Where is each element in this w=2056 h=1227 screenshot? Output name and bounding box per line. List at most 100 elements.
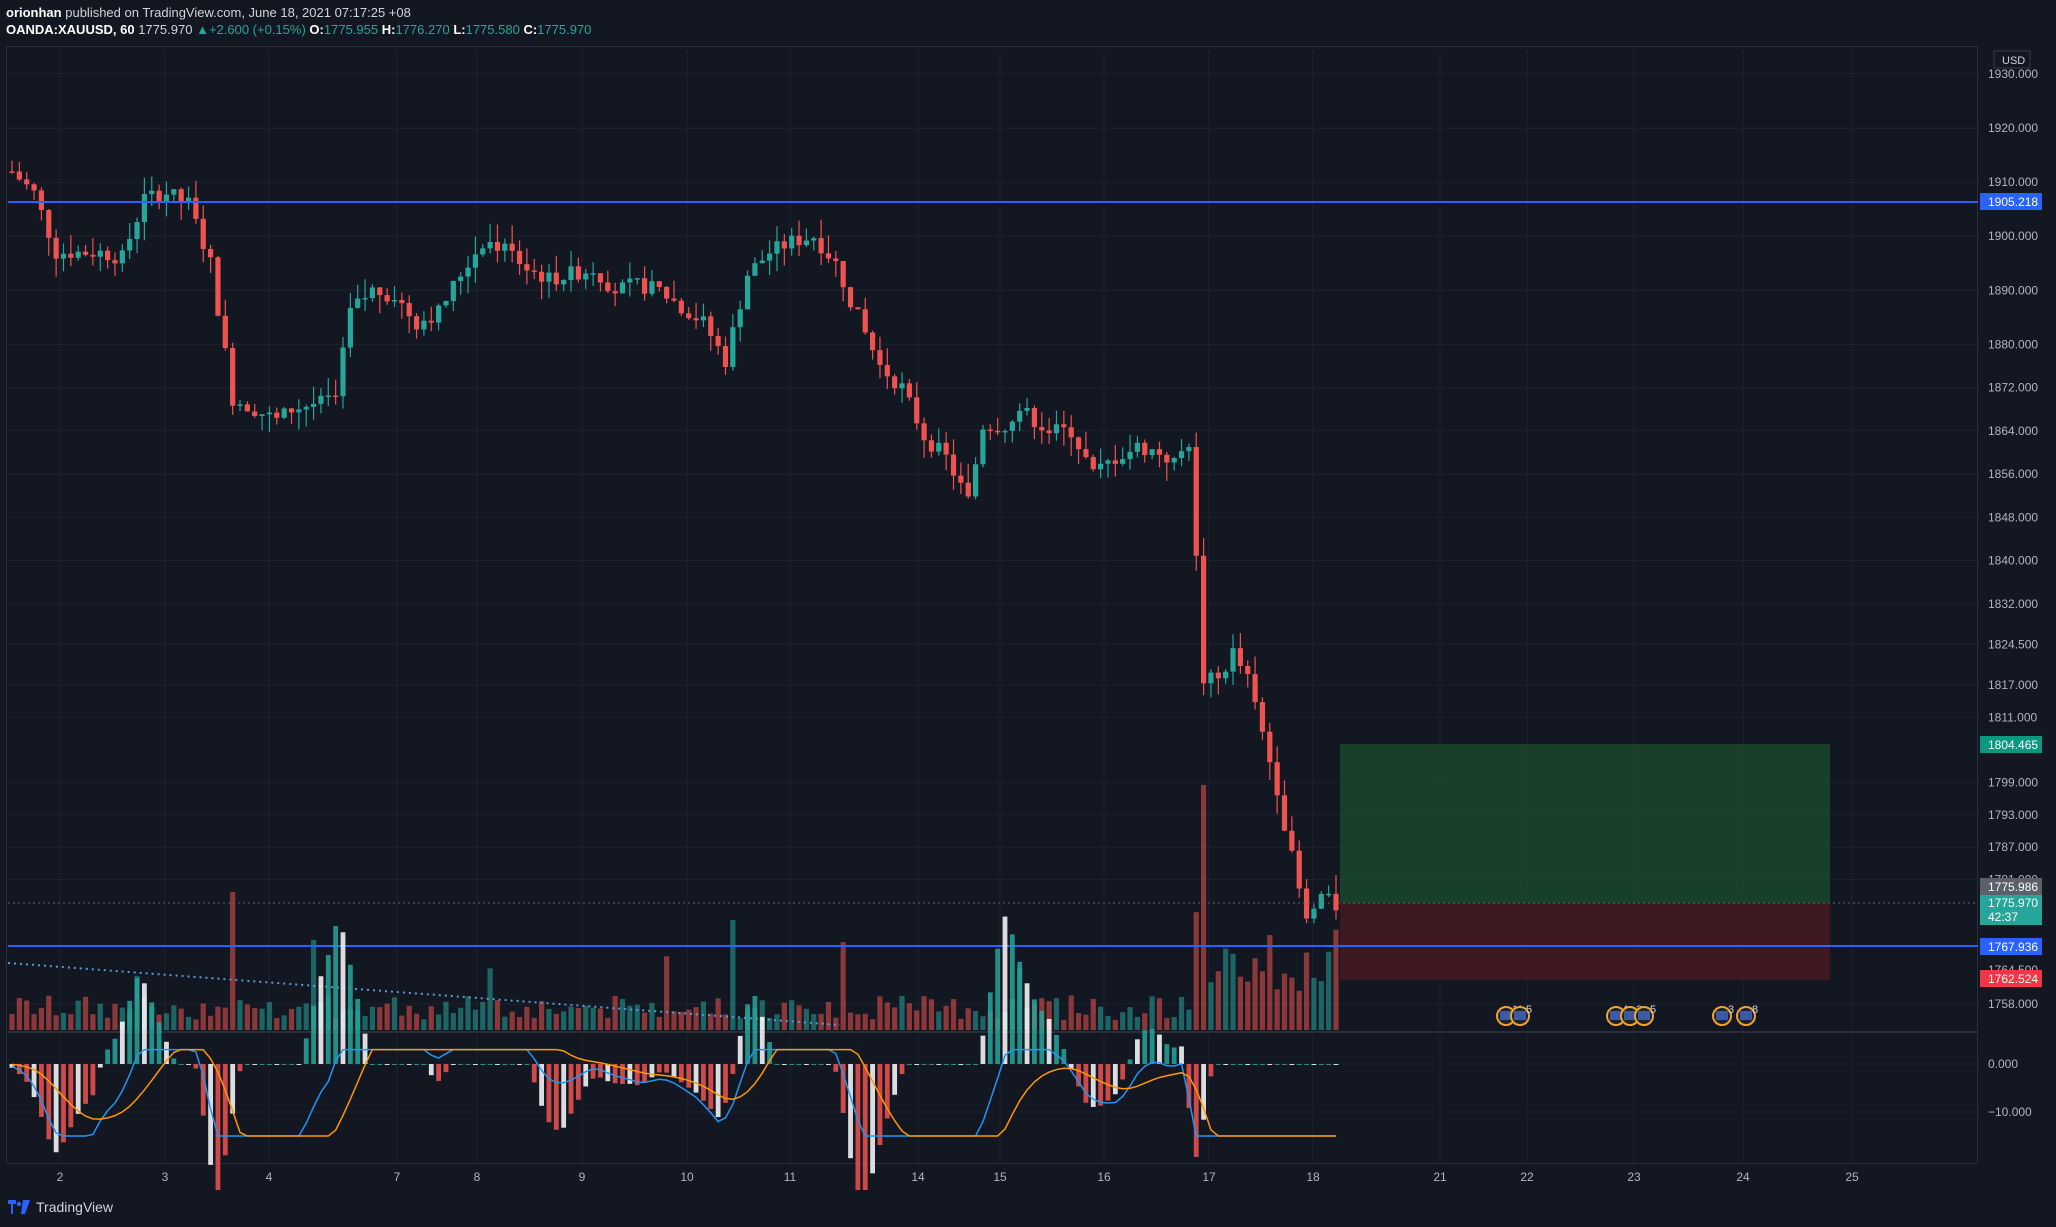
candle-body xyxy=(803,240,809,246)
profit-target-zone[interactable] xyxy=(1340,744,1830,903)
volume-bar xyxy=(774,1014,780,1030)
time-axis[interactable]: 2 3 4 7 8 9 10 11 14 15 16 17 18 21 22 23 24 25 xyxy=(57,1170,1859,1184)
open-label: O: xyxy=(309,22,324,37)
candle-body xyxy=(855,307,861,310)
macd-histogram-bar xyxy=(1267,1064,1273,1065)
volume-trend-line[interactable] xyxy=(7,962,841,1026)
volume-bar xyxy=(1171,1017,1177,1030)
macd-histogram-bar xyxy=(502,1064,508,1065)
volume-bar xyxy=(914,1010,920,1030)
candle-body xyxy=(524,264,530,271)
price-tick-label: 1900.000 xyxy=(1988,229,2038,243)
tradingview-logo[interactable]: TradingView xyxy=(8,1199,113,1215)
volume-bar xyxy=(119,1007,125,1030)
volume-bar xyxy=(60,1012,67,1030)
volume-bar xyxy=(619,998,626,1030)
volume-bar xyxy=(1142,1013,1148,1030)
candle-body xyxy=(288,408,295,413)
macd-histogram-bar xyxy=(1201,1064,1206,1120)
macd-tick-label: 0.000 xyxy=(1988,1057,2018,1071)
candle-body xyxy=(987,429,993,431)
volume-bar xyxy=(391,997,398,1030)
candle-body xyxy=(178,189,184,202)
candle-body xyxy=(1142,442,1148,456)
signal-line[interactable] xyxy=(11,1048,1336,1137)
economic-events[interactable]: 11543538 xyxy=(1496,1004,1758,1026)
volume-bar xyxy=(884,1002,890,1030)
volume-bar xyxy=(1156,998,1163,1030)
volume-bar xyxy=(811,1014,817,1030)
candle-body xyxy=(568,266,574,281)
volume-bar xyxy=(568,1006,574,1030)
macd-histogram-bar xyxy=(259,1064,265,1065)
volume-bar xyxy=(1061,1019,1067,1030)
candle-body xyxy=(840,261,846,288)
macd-histogram-bar xyxy=(1009,934,1015,1064)
volume-bar xyxy=(575,1007,581,1030)
volume-bar xyxy=(1098,1006,1104,1030)
macd-histogram-bar xyxy=(730,1064,736,1074)
volume-bar xyxy=(1046,1001,1052,1030)
macd-histogram-bar xyxy=(39,1064,44,1117)
candle-body xyxy=(1281,795,1288,831)
macd-histogram-bar xyxy=(1318,1064,1324,1065)
candle-body xyxy=(833,258,839,262)
currency-badge[interactable] xyxy=(1993,50,2031,69)
stop-loss-zone[interactable] xyxy=(1340,903,1830,980)
macd-histogram-bar xyxy=(119,1021,125,1064)
volume-bar xyxy=(244,1004,250,1030)
candle-body xyxy=(193,197,199,219)
macd-histogram-bar xyxy=(347,964,353,1064)
price-axis[interactable]: 1930.000 1920.000 1910.000 1900.000 1890.000… xyxy=(1988,67,2038,1119)
volume-bar xyxy=(215,1006,221,1030)
macd-histogram-bar xyxy=(443,1064,449,1073)
volume-bar xyxy=(1252,958,1258,1030)
candle-body xyxy=(252,411,258,416)
macd-histogram-bar xyxy=(1304,1064,1309,1065)
macd-histogram-bar xyxy=(811,1064,817,1065)
volume-bar xyxy=(803,1008,809,1030)
author-name[interactable]: orionhan xyxy=(6,5,62,20)
volume-bar xyxy=(259,1008,265,1030)
volume-bar xyxy=(288,1009,295,1030)
price-tick-label: 1856.000 xyxy=(1988,467,2038,481)
brand-name: TradingView xyxy=(36,1199,114,1215)
macd-histogram-bar xyxy=(958,1064,964,1065)
macd-line[interactable] xyxy=(11,1048,1336,1137)
candle-body xyxy=(127,239,133,251)
event-marker[interactable]: 3 xyxy=(1712,1004,1734,1026)
time-tick-label: 9 xyxy=(579,1170,586,1184)
volume-bar xyxy=(1237,976,1243,1030)
volume-bar xyxy=(303,1003,309,1030)
macd-histogram-bar xyxy=(230,1064,236,1114)
macd-histogram-bar xyxy=(1135,1039,1140,1064)
volume-bar xyxy=(75,1000,81,1030)
chart-frame xyxy=(6,46,1978,1164)
volume-bar xyxy=(46,995,52,1030)
candle-body xyxy=(38,190,45,210)
event-marker[interactable]: 5 xyxy=(1634,1004,1656,1026)
candle-body xyxy=(1215,672,1221,679)
candle-body xyxy=(200,218,206,250)
price-tick-label: 1793.000 xyxy=(1988,808,2038,822)
macd-histogram-bar xyxy=(921,1064,927,1065)
macd-histogram-bar xyxy=(877,1064,883,1146)
candle-body xyxy=(980,429,986,465)
macd-histogram-bar xyxy=(1333,1064,1339,1065)
macd-histogram-bar xyxy=(200,1064,206,1116)
candle-body xyxy=(1267,731,1273,763)
candle-body xyxy=(1178,451,1185,459)
macd-histogram-bar xyxy=(1208,1064,1214,1077)
event-marker[interactable]: 8 xyxy=(1736,1004,1758,1026)
symbol-name[interactable]: OANDA:XAUUSD, 60 xyxy=(6,22,135,37)
volume-bar xyxy=(494,1000,501,1030)
macd-histogram-bar xyxy=(149,1002,155,1064)
macd-histogram-bar xyxy=(156,1022,162,1064)
candle-body xyxy=(413,316,420,330)
candle-body xyxy=(502,243,508,251)
candle-body xyxy=(671,298,677,301)
macd-histogram-bar xyxy=(450,1064,456,1065)
macd-histogram-bar xyxy=(46,1064,52,1140)
event-marker[interactable]: 5 xyxy=(1510,1004,1532,1026)
